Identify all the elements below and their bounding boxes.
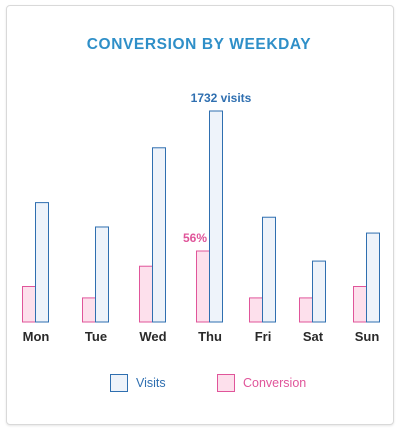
bar-conversion-tue <box>82 297 96 323</box>
legend-swatch-conversion <box>217 374 235 392</box>
x-tick-label-tue: Tue <box>85 329 107 344</box>
legend-swatch-visits <box>110 374 128 392</box>
chart-card <box>6 5 394 425</box>
bar-visits-wed <box>152 147 166 323</box>
bar-visits-sun <box>366 232 380 323</box>
x-tick-label-thu: Thu <box>198 329 222 344</box>
legend-item-conversion: Conversion <box>217 374 306 392</box>
bar-conversion-thu <box>196 250 210 323</box>
x-tick-label-sat: Sat <box>303 329 324 344</box>
data-label-conversion-thu: 56% <box>183 231 207 245</box>
bar-visits-tue <box>95 226 109 323</box>
bar-conversion-mon <box>22 286 36 323</box>
legend-label-visits: Visits <box>136 376 166 390</box>
x-tick-label-wed: Wed <box>139 329 166 344</box>
x-tick-label-mon: Mon <box>23 329 50 344</box>
bar-visits-mon <box>35 202 49 323</box>
data-label-visits-thu: 1732 visits <box>191 91 252 105</box>
bar-conversion-sun <box>353 286 367 323</box>
x-tick-label-fri: Fri <box>255 329 272 344</box>
bar-conversion-sat <box>299 297 313 323</box>
bar-visits-thu <box>209 110 223 323</box>
bar-conversion-fri <box>249 297 263 323</box>
legend-label-conversion: Conversion <box>243 376 307 390</box>
chart-title: CONVERSION BY WEEKDAY <box>86 36 312 53</box>
bar-conversion-wed <box>139 265 153 323</box>
x-tick-label-sun: Sun <box>355 329 380 344</box>
legend-item-visits: Visits <box>110 374 166 392</box>
bar-visits-fri <box>262 216 276 323</box>
bar-visits-sat <box>312 260 326 323</box>
